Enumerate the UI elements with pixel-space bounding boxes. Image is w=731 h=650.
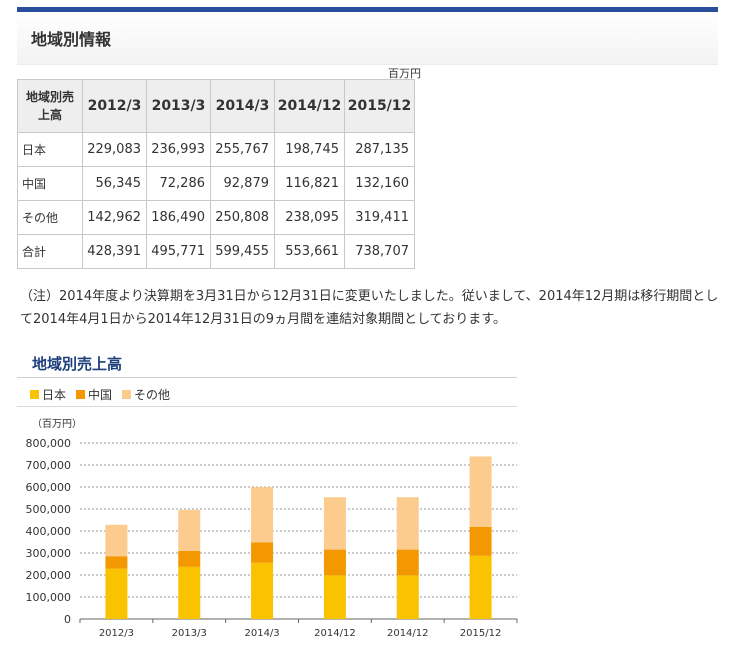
x-tick-label: 2014/3 (244, 628, 279, 639)
legend-swatch (122, 390, 132, 399)
legend-item-other: その他 (122, 386, 170, 403)
bar-segment-china (396, 549, 419, 576)
column-header: 2015/12 (344, 79, 415, 133)
y-tick-label: 0 (64, 613, 71, 626)
bar-segment-china (251, 542, 274, 563)
legend-item-china: 中国 (76, 386, 112, 403)
y-tick-label: 300,000 (26, 547, 72, 560)
row-label: 日本 (17, 132, 83, 167)
column-header: 2012/3 (82, 79, 147, 133)
table-cell: 198,745 (274, 132, 345, 167)
fiscal-period-note: （注）2014年度より決算期を3月31日から12月31日に変更いたしました。従い… (20, 289, 719, 327)
y-tick-label: 700,000 (26, 459, 72, 472)
legend-swatch (30, 390, 39, 399)
x-tick-label: 2013/3 (172, 628, 207, 639)
legend-swatch (76, 390, 86, 399)
table-cell: 428,391 (82, 234, 147, 269)
x-tick-label: 2015/12 (460, 628, 502, 639)
x-tick-label: 2014/12 (387, 628, 429, 639)
table-cell: 186,490 (146, 200, 211, 235)
table-cell: 229,083 (82, 132, 147, 167)
table-row: 合計 428,391 495,771 599,455 553,661 738,7… (17, 234, 415, 269)
table-row: 日本 229,083 236,993 255,767 198,745 287,1… (17, 132, 415, 167)
corner-line-1: 地域別売 (25, 90, 74, 104)
table-corner-header: 地域別売 上高 (17, 79, 83, 133)
y-tick-label: 500,000 (26, 503, 72, 516)
x-tick-label: 2014/12 (314, 628, 356, 639)
legend-item-japan: 日本 (30, 386, 66, 403)
legend-divider (17, 406, 517, 407)
y-axis-unit-label: （百万円） (32, 418, 82, 430)
table-cell: 255,767 (210, 132, 275, 167)
bar-segment-other (323, 497, 346, 550)
header-accent-bar (17, 7, 718, 12)
table-cell: 238,095 (274, 200, 345, 235)
bar-segment-other (469, 456, 492, 527)
y-tick-label: 800,000 (26, 437, 72, 450)
section-title: 地域別情報 (31, 30, 112, 49)
table-cell: 738,707 (344, 234, 415, 269)
table-cell: 116,821 (274, 166, 345, 201)
bar-segment-japan (323, 575, 346, 619)
legend-label: その他 (134, 388, 171, 402)
table-unit-label: 百万円 (388, 67, 421, 80)
chart-legend: 日本 中国 その他 (30, 386, 170, 403)
bar-segment-other (251, 487, 274, 543)
table-cell: 92,879 (210, 166, 275, 201)
bar-segment-other (396, 497, 419, 550)
regional-sales-table: 地域別売 上高 2012/3 2013/3 2014/3 2014/12 201… (17, 79, 415, 269)
bar-segment-china (178, 550, 201, 567)
chart-title: 地域別売上高 (32, 355, 123, 373)
corner-line-2: 上高 (37, 108, 62, 122)
x-tick-label: 2012/3 (99, 628, 134, 639)
table-row: 中国 56,345 72,286 92,879 116,821 132,160 (17, 166, 415, 201)
y-tick-label: 600,000 (26, 481, 72, 494)
bar-segment-china (105, 556, 128, 569)
table-cell: 495,771 (146, 234, 211, 269)
bar-segment-china (323, 549, 346, 576)
table-cell: 553,661 (274, 234, 345, 269)
chart-title-divider (17, 377, 517, 378)
table-row: その他 142,962 186,490 250,808 238,095 319,… (17, 200, 415, 235)
y-tick-label: 100,000 (26, 591, 72, 604)
row-label: 中国 (17, 166, 83, 201)
column-header: 2014/12 (274, 79, 345, 133)
bar-segment-japan (251, 562, 274, 619)
table-cell: 250,808 (210, 200, 275, 235)
bar-segment-japan (178, 566, 201, 619)
bar-segment-japan (396, 575, 419, 619)
column-header: 2014/3 (210, 79, 275, 133)
y-tick-label: 200,000 (26, 569, 72, 582)
y-tick-label: 400,000 (26, 525, 72, 538)
bar-segment-other (178, 509, 201, 551)
bar-segment-japan (105, 568, 128, 619)
table-cell: 319,411 (344, 200, 415, 235)
table-header-row: 地域別売 上高 2012/3 2013/3 2014/3 2014/12 201… (17, 79, 415, 133)
table-cell: 132,160 (344, 166, 415, 201)
table-cell: 142,962 (82, 200, 147, 235)
row-label: その他 (17, 200, 83, 235)
legend-label: 中国 (88, 388, 113, 402)
table-cell: 56,345 (82, 166, 147, 201)
legend-label: 日本 (42, 388, 67, 402)
table-cell: 287,135 (344, 132, 415, 167)
section-header: 地域別情報 (17, 12, 718, 65)
bar-segment-other (105, 524, 128, 557)
bar-segment-china (469, 526, 492, 556)
bar-segment-japan (469, 555, 492, 619)
table-cell: 599,455 (210, 234, 275, 269)
row-label: 合計 (17, 234, 83, 269)
